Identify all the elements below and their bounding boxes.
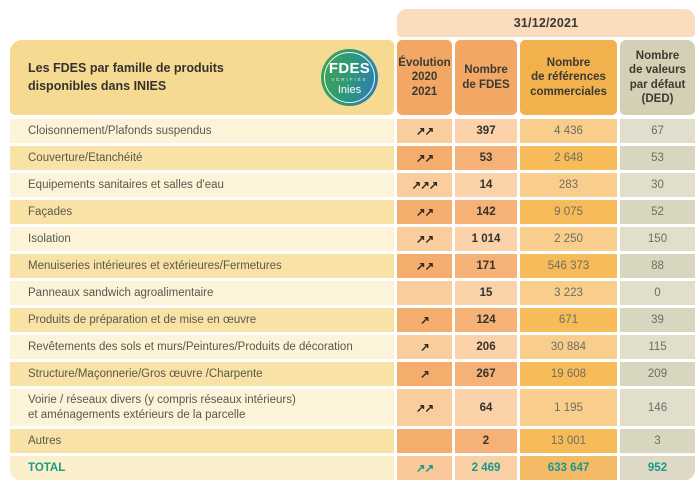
table-row-fdes-cell: 206 (455, 335, 517, 359)
column-header-valeurs-defaut-ded: Nombre de valeurs par défaut (DED) (620, 40, 695, 115)
table-row-fdes-cell: 267 (455, 362, 517, 386)
column-header-references-commerciales: Nombre de références commerciales (520, 40, 617, 115)
table-row: Menuiseries intérieures et extérieures/F… (10, 254, 695, 278)
table-row: Voirie / réseaux divers (y compris résea… (10, 389, 695, 426)
fdes-verifiee-inies-logo-icon: FDES VÉRIFIÉE Inies (321, 49, 378, 106)
table-row-label-cell: Isolation (10, 227, 394, 251)
table-row-label-cell: Equipements sanitaires et salles d'eau (10, 173, 394, 197)
table-row-ded-cell: 209 (620, 362, 695, 386)
table-row-evo-cell: ↗↗ (397, 389, 452, 426)
total-row-label-cell: TOTAL (10, 456, 394, 480)
table-row-fdes-cell: 64 (455, 389, 517, 426)
table-row-ded-cell: 67 (620, 119, 695, 143)
table-row-label-cell: Cloisonnement/Plafonds suspendus (10, 119, 394, 143)
table-row-evo-cell: ↗↗ (397, 227, 452, 251)
table-row: Isolation ↗↗ 1 014 2 250 150 (10, 227, 695, 251)
table-row-evo-cell: ↗ (397, 308, 452, 332)
table-row: Couverture/Etanchéité ↗↗ 53 2 648 53 (10, 146, 695, 170)
table-row: Produits de préparation et de mise en œu… (10, 308, 695, 332)
table-row-evo-cell: ↗↗↗ (397, 173, 452, 197)
table-row-ded-cell: 150 (620, 227, 695, 251)
table-row: Panneaux sandwich agroalimentaire 15 3 223… (10, 281, 695, 305)
table-row-evo-cell (397, 429, 452, 453)
table-row-refs-cell: 1 195 (520, 389, 617, 426)
table-row-ded-cell: 88 (620, 254, 695, 278)
column-header-nombre-fdes: Nombre de FDES (455, 40, 517, 115)
table-row-label-cell: Revêtements des sols et murs/Peintures/P… (10, 335, 394, 359)
table-row-evo-cell: ↗ (397, 362, 452, 386)
table-row-fdes-cell: 397 (455, 119, 517, 143)
table-row-refs-cell: 30 884 (520, 335, 617, 359)
table-row-fdes-cell: 142 (455, 200, 517, 224)
table-row-label-cell: Structure/Maçonnerie/Gros œuvre /Charpen… (10, 362, 394, 386)
table-row-refs-cell: 4 436 (520, 119, 617, 143)
table-row-evo-cell: ↗↗ (397, 146, 452, 170)
logo-fdes-text: FDES (328, 60, 371, 78)
table-row-ded-cell: 53 (620, 146, 695, 170)
table-row-fdes-cell: 53 (455, 146, 517, 170)
table-row-evo-cell: ↗ (397, 335, 452, 359)
total-row: TOTAL ↗↗ 2 469 633 647 952 (10, 456, 695, 480)
header-title-cell: Les FDES par famille de produits disponi… (10, 40, 394, 115)
table-row-refs-cell: 2 648 (520, 146, 617, 170)
table-row: Equipements sanitaires et salles d'eau ↗↗… (10, 173, 695, 197)
table-row-label-cell: Autres (10, 429, 394, 453)
table-row-label-cell: Voirie / réseaux divers (y compris résea… (10, 389, 394, 426)
table-row-fdes-cell: 2 (455, 429, 517, 453)
table-row-refs-cell: 546 373 (520, 254, 617, 278)
table-row-ded-cell: 3 (620, 429, 695, 453)
table-row-fdes-cell: 171 (455, 254, 517, 278)
table-header-row: Les FDES par famille de produits disponi… (10, 40, 695, 115)
table-row-fdes-cell: 15 (455, 281, 517, 305)
table-row: Façades ↗↗ 142 9 075 52 (10, 200, 695, 224)
table-row-evo-cell: ↗↗ (397, 254, 452, 278)
table-row-refs-cell: 671 (520, 308, 617, 332)
table-row-evo-cell: ↗↗ (397, 200, 452, 224)
date-header: 31/12/2021 (513, 16, 579, 30)
table-row-label-cell: Menuiseries intérieures et extérieures/F… (10, 254, 394, 278)
table-row-fdes-cell: 124 (455, 308, 517, 332)
table-row-refs-cell: 9 075 (520, 200, 617, 224)
table-row: Autres 2 13 001 3 (10, 429, 695, 453)
table-row-ded-cell: 146 (620, 389, 695, 426)
table-row: Cloisonnement/Plafonds suspendus ↗↗ 397 4 4… (10, 119, 695, 143)
logo-verifiee-text: VÉRIFIÉE (331, 77, 368, 83)
table-row-refs-cell: 19 608 (520, 362, 617, 386)
total-row-ded-cell: 952 (620, 456, 695, 480)
table-row-ded-cell: 115 (620, 335, 695, 359)
fdes-table: 31/12/2021 Les FDES par famille de produ… (10, 9, 695, 483)
table-row-ded-cell: 0 (620, 281, 695, 305)
table-row-evo-cell: ↗↗ (397, 119, 452, 143)
total-row-refs-cell: 633 647 (520, 456, 617, 480)
table-row-ded-cell: 30 (620, 173, 695, 197)
table-row-label-cell: Façades (10, 200, 394, 224)
table-row-label-cell: Panneaux sandwich agroalimentaire (10, 281, 394, 305)
date-band: 31/12/2021 (397, 9, 695, 37)
table-body: Cloisonnement/Plafonds suspendus ↗↗ 397 4 4… (10, 119, 695, 480)
table-row: Revêtements des sols et murs/Peintures/P… (10, 335, 695, 359)
table-row-ded-cell: 39 (620, 308, 695, 332)
table-row-label-cell: Produits de préparation et de mise en œu… (10, 308, 394, 332)
table-row: Structure/Maçonnerie/Gros œuvre /Charpen… (10, 362, 695, 386)
total-row-evo-cell: ↗↗ (397, 456, 452, 480)
table-row-evo-cell (397, 281, 452, 305)
table-row-fdes-cell: 14 (455, 173, 517, 197)
total-row-fdes-cell: 2 469 (455, 456, 517, 480)
table-row-refs-cell: 3 223 (520, 281, 617, 305)
logo-inies-text: Inies (337, 83, 362, 96)
table-row-fdes-cell: 1 014 (455, 227, 517, 251)
column-header-evolution: Évolution 2020 2021 (397, 40, 452, 115)
table-row-refs-cell: 2 250 (520, 227, 617, 251)
table-title: Les FDES par famille de produits disponi… (28, 61, 224, 93)
table-row-refs-cell: 13 001 (520, 429, 617, 453)
table-row-label-cell: Couverture/Etanchéité (10, 146, 394, 170)
table-row-refs-cell: 283 (520, 173, 617, 197)
table-row-ded-cell: 52 (620, 200, 695, 224)
